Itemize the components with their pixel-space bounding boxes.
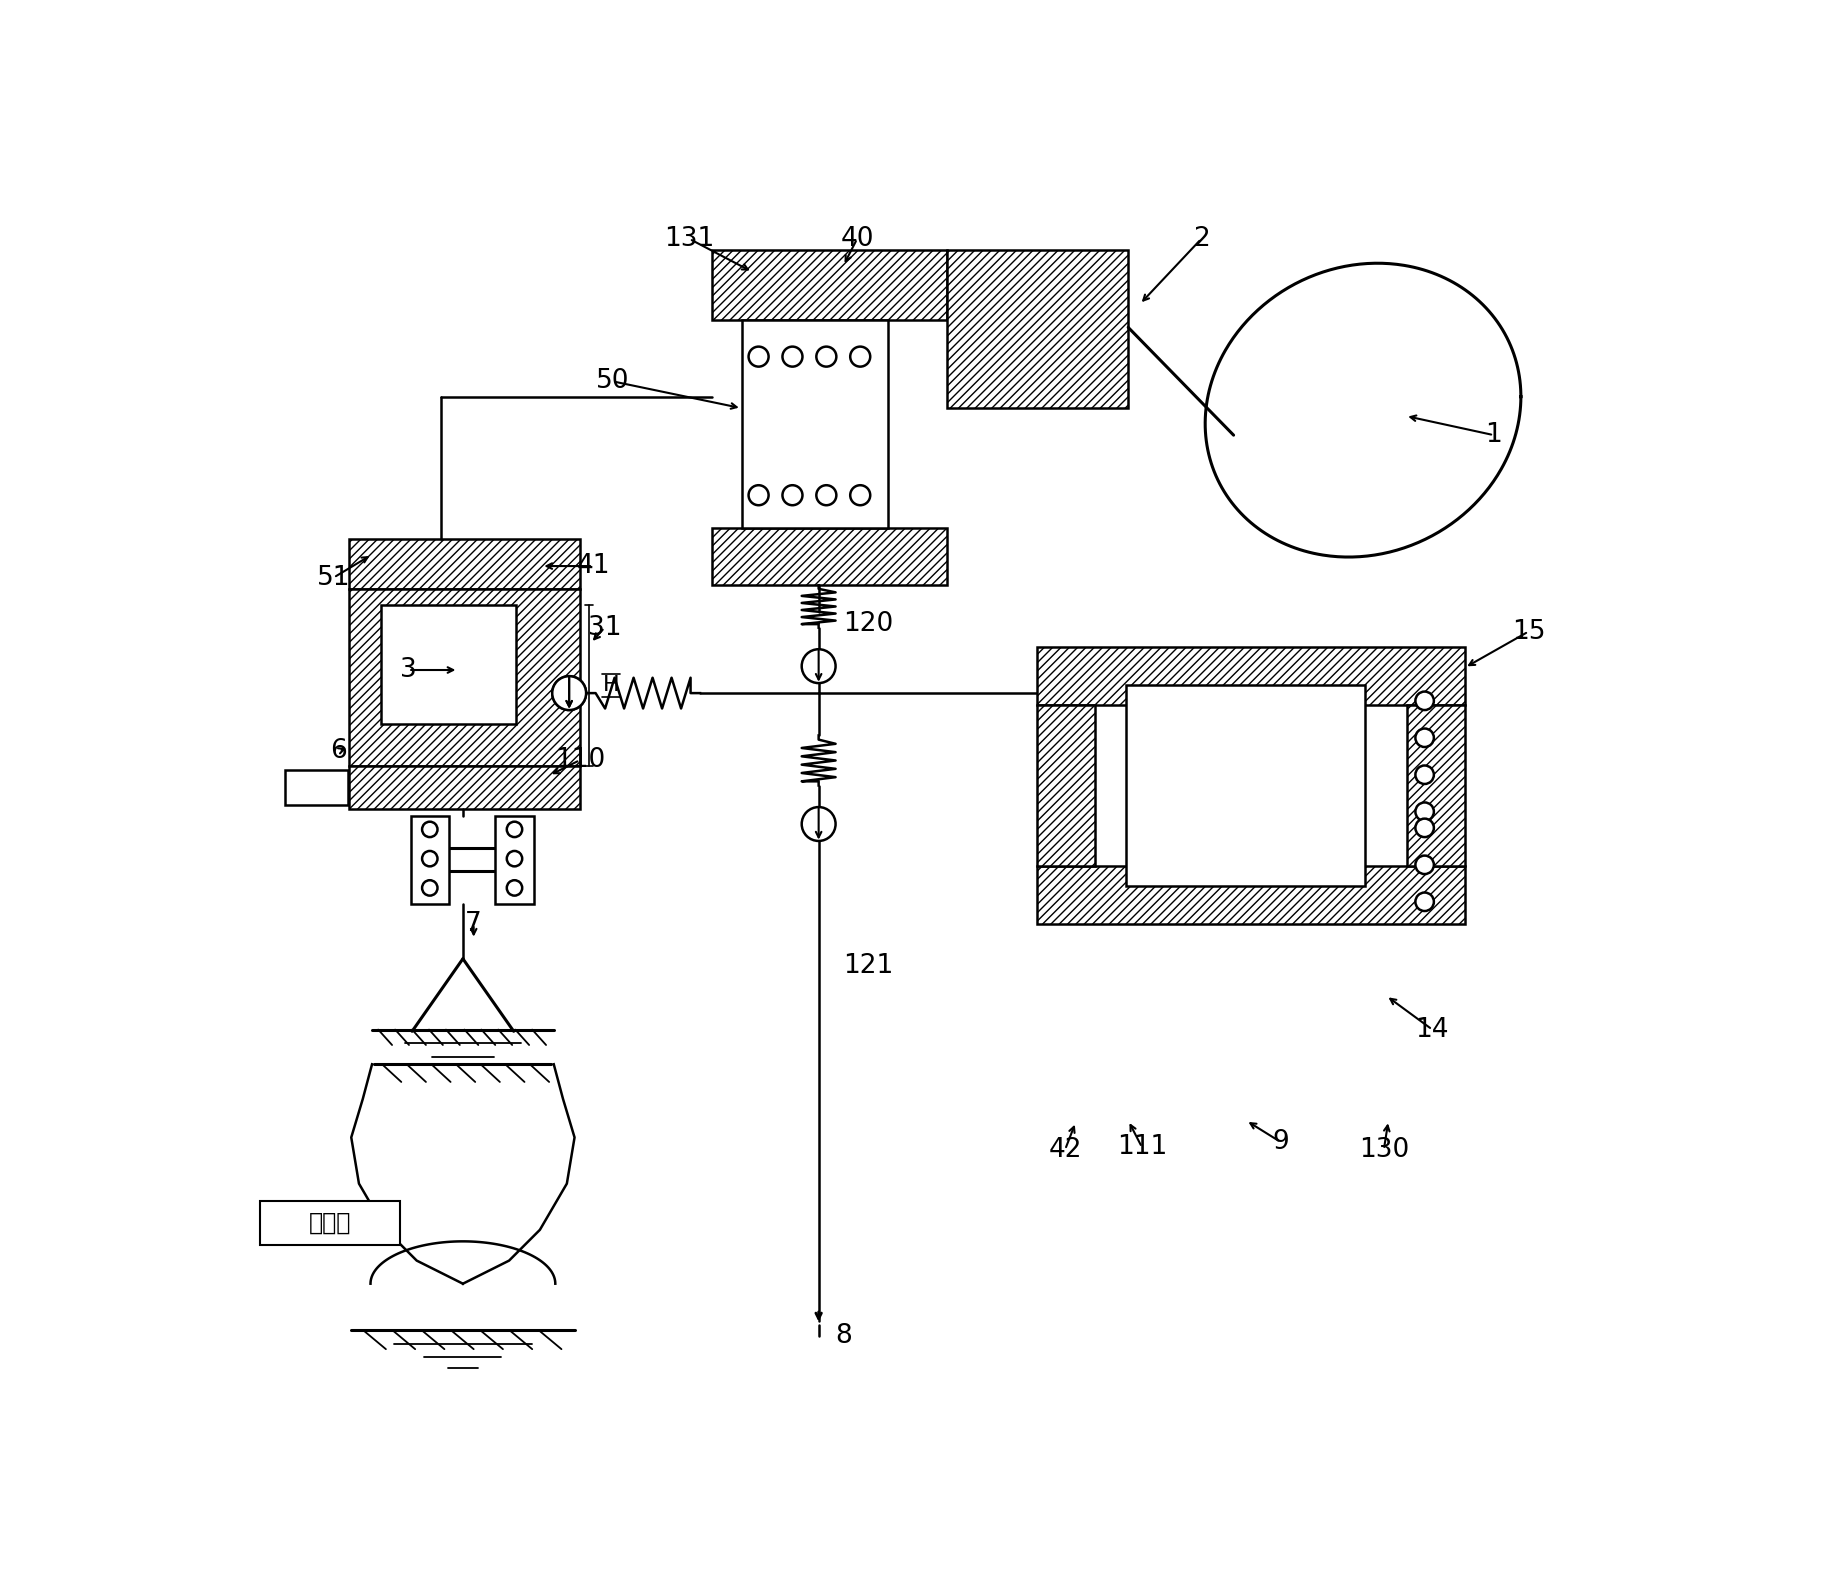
Text: 8: 8 bbox=[835, 1323, 851, 1350]
Circle shape bbox=[816, 346, 837, 367]
Circle shape bbox=[850, 346, 870, 367]
Circle shape bbox=[1415, 856, 1434, 875]
Text: 131: 131 bbox=[663, 227, 715, 252]
Text: 121: 121 bbox=[844, 953, 894, 980]
Text: 110: 110 bbox=[555, 747, 605, 772]
Text: 进气道: 进气道 bbox=[308, 1211, 350, 1235]
Bar bbox=[286, 771, 348, 805]
Bar bbox=[1406, 705, 1465, 867]
Bar bbox=[1038, 647, 1465, 705]
Bar bbox=[713, 250, 947, 319]
Circle shape bbox=[783, 346, 802, 367]
Bar bbox=[1126, 686, 1364, 886]
Circle shape bbox=[507, 851, 522, 867]
Circle shape bbox=[748, 346, 769, 367]
Text: 41: 41 bbox=[577, 554, 610, 579]
Bar bbox=[496, 815, 534, 904]
Bar bbox=[348, 540, 581, 590]
Text: 7: 7 bbox=[464, 911, 483, 938]
Text: 2: 2 bbox=[1192, 227, 1209, 252]
Text: 3: 3 bbox=[400, 658, 417, 683]
Text: 6: 6 bbox=[330, 738, 346, 764]
Circle shape bbox=[422, 821, 437, 837]
Circle shape bbox=[553, 676, 586, 709]
Text: 42: 42 bbox=[1049, 1137, 1082, 1162]
Text: 14: 14 bbox=[1415, 1016, 1449, 1043]
Circle shape bbox=[802, 807, 835, 842]
Circle shape bbox=[1415, 802, 1434, 821]
Bar bbox=[947, 250, 1128, 409]
Text: H: H bbox=[603, 675, 619, 695]
Bar bbox=[411, 815, 450, 904]
Text: 111: 111 bbox=[1117, 1134, 1167, 1161]
Circle shape bbox=[783, 484, 802, 505]
Text: 50: 50 bbox=[595, 368, 628, 395]
Circle shape bbox=[422, 851, 437, 867]
Circle shape bbox=[422, 881, 437, 895]
Bar bbox=[382, 604, 516, 724]
Text: 1: 1 bbox=[1485, 422, 1502, 448]
Text: 15: 15 bbox=[1511, 618, 1544, 645]
Text: 9: 9 bbox=[1272, 1129, 1288, 1155]
Text: 31: 31 bbox=[588, 615, 621, 640]
Circle shape bbox=[553, 676, 586, 709]
Bar bbox=[348, 766, 581, 809]
Bar bbox=[1038, 867, 1465, 923]
Bar bbox=[348, 590, 581, 766]
Circle shape bbox=[507, 821, 522, 837]
Circle shape bbox=[816, 484, 837, 505]
Bar bbox=[1038, 705, 1095, 867]
Circle shape bbox=[1415, 692, 1434, 709]
Circle shape bbox=[1415, 892, 1434, 911]
Circle shape bbox=[1415, 728, 1434, 747]
Bar bbox=[260, 1200, 400, 1246]
Bar bbox=[713, 527, 947, 585]
Circle shape bbox=[748, 484, 769, 505]
Text: 130: 130 bbox=[1358, 1137, 1408, 1162]
Circle shape bbox=[1415, 766, 1434, 783]
Circle shape bbox=[850, 484, 870, 505]
Text: 40: 40 bbox=[840, 227, 874, 252]
Bar bbox=[741, 319, 888, 527]
Text: 51: 51 bbox=[317, 565, 350, 590]
Circle shape bbox=[802, 650, 835, 683]
Circle shape bbox=[507, 881, 522, 895]
Text: 120: 120 bbox=[844, 610, 894, 637]
Circle shape bbox=[1415, 818, 1434, 837]
